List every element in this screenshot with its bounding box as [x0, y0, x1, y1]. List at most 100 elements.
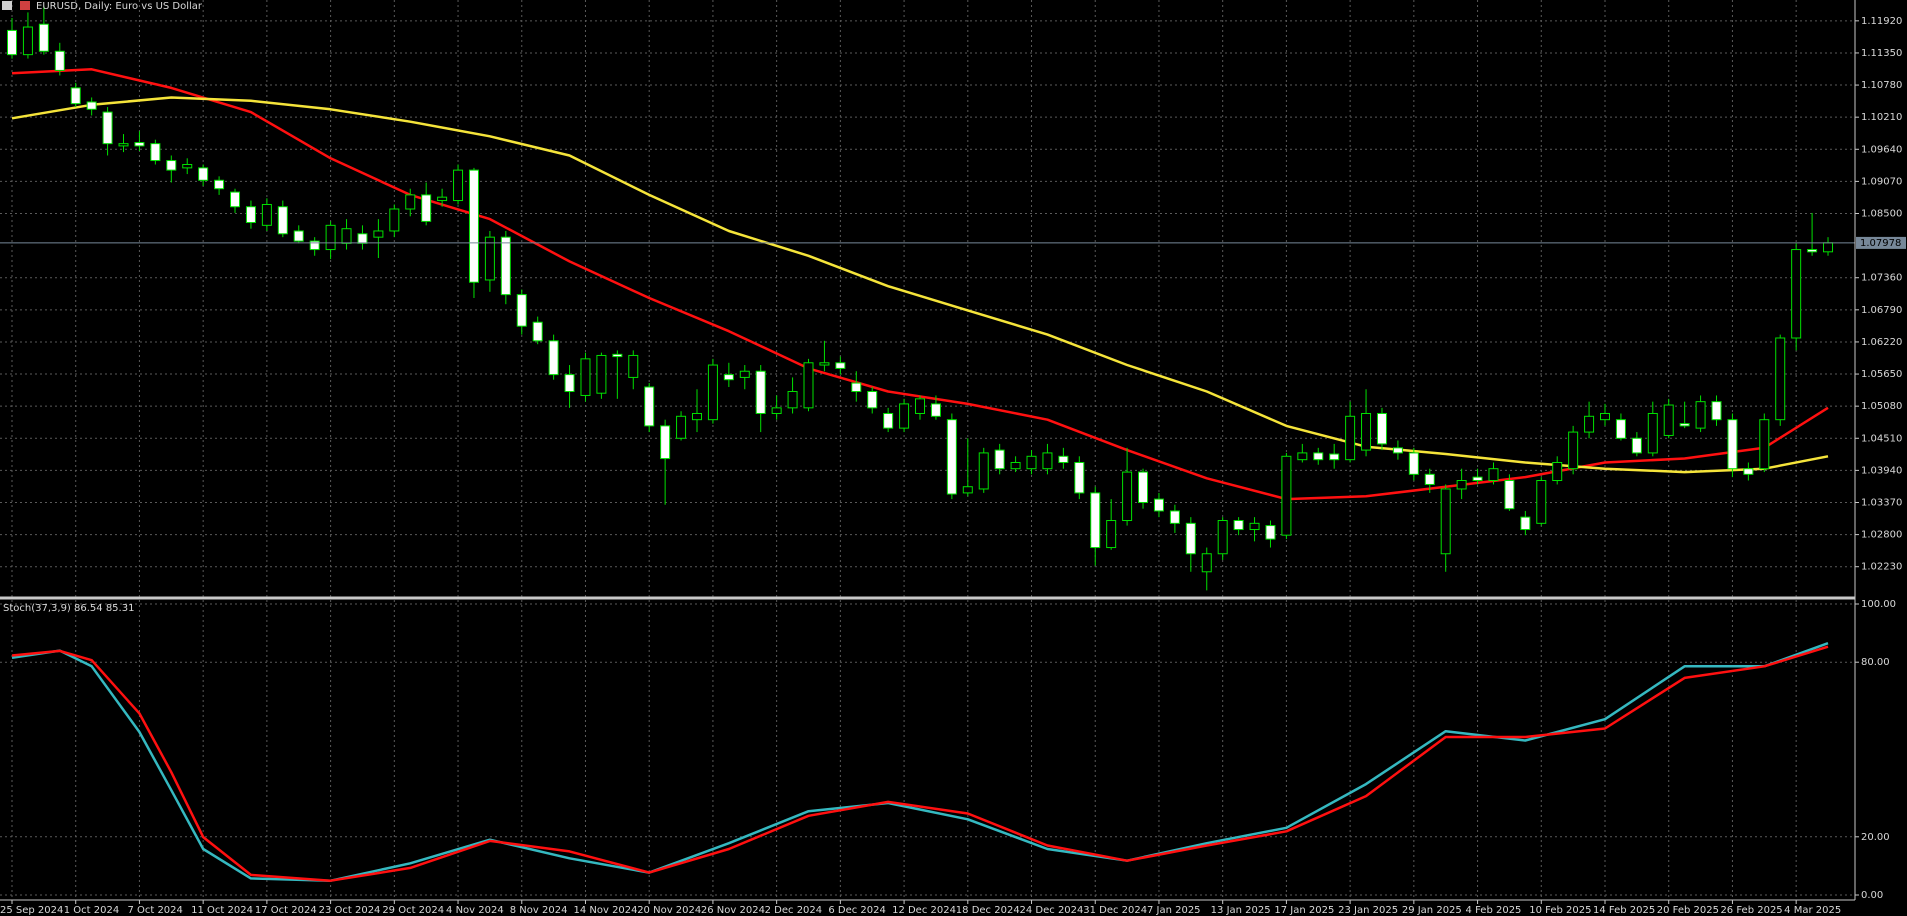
x-tick-label: 18 Dec 2024 — [956, 905, 1020, 916]
candle-body — [150, 143, 161, 162]
x-tick-label: 17 Oct 2024 — [255, 905, 317, 916]
candle-body — [1042, 452, 1053, 470]
x-tick-label: 25 Sep 2024 — [0, 905, 63, 916]
candle-body — [883, 412, 894, 429]
x-tick-label: 29 Oct 2024 — [382, 905, 444, 916]
candle-body — [1138, 471, 1149, 503]
candle-body — [54, 50, 65, 71]
candle-body — [1743, 468, 1754, 475]
candle-body — [532, 321, 543, 342]
candle-body — [1217, 520, 1228, 555]
candle-body — [1026, 455, 1037, 470]
y-tick-label: 1.05080 — [1861, 401, 1902, 412]
candle-body — [835, 362, 846, 369]
candle-body — [867, 391, 878, 409]
x-tick-label: 14 Nov 2024 — [573, 905, 637, 916]
candle-body — [421, 194, 432, 222]
candle-body — [1504, 480, 1515, 510]
indicator-title: Stoch(37,3,9) 86.54 85.31 — [3, 603, 134, 614]
candle-body — [739, 370, 750, 378]
candle-body — [755, 370, 766, 414]
candle-body — [182, 163, 193, 169]
candle-body — [1440, 488, 1451, 555]
candle-body — [644, 386, 655, 427]
candle-body — [1106, 520, 1117, 549]
y-tick-label: 1.02800 — [1861, 530, 1902, 541]
x-tick-label: 23 Jan 2025 — [1338, 905, 1398, 916]
candle-body — [70, 87, 81, 105]
x-tick-label: 23 Oct 2024 — [319, 905, 381, 916]
candle-body — [373, 230, 384, 238]
x-tick-label: 8 Nov 2024 — [510, 905, 568, 916]
candle-body — [1392, 447, 1403, 454]
chart-title: EURUSD, Daily: Euro vs US Dollar — [36, 1, 203, 12]
symbol-icon — [20, 1, 30, 10]
x-tick-label: 24 Dec 2024 — [1020, 905, 1084, 916]
candle-body — [405, 194, 416, 210]
candle-body — [1679, 423, 1690, 427]
y-tick-label: 1.11920 — [1861, 16, 1902, 27]
candle-body — [134, 142, 145, 147]
indicator-line — [11, 96, 1829, 474]
x-tick-label: 17 Jan 2025 — [1274, 905, 1334, 916]
candle-body — [22, 26, 33, 56]
symbol-icon — [2, 1, 12, 10]
candle-body — [899, 403, 910, 429]
x-tick-label: 7 Oct 2024 — [127, 905, 182, 916]
x-tick-label: 4 Mar 2025 — [1784, 905, 1841, 916]
indicator-line — [11, 645, 1829, 882]
candle-body — [1456, 480, 1467, 490]
candle-body — [1647, 412, 1658, 454]
candle-body — [1807, 249, 1818, 253]
y-tick-label: 1.11350 — [1861, 48, 1902, 59]
candle-body — [946, 419, 957, 495]
candle-body — [1329, 453, 1340, 461]
y-tick-label: 1.10780 — [1861, 80, 1902, 91]
candle-body — [1201, 553, 1212, 573]
indicator-line — [11, 68, 1829, 501]
candle-body — [851, 382, 862, 393]
x-tick-label: 10 Feb 2025 — [1529, 905, 1591, 916]
candle-body — [166, 160, 177, 171]
candle-body — [1361, 412, 1372, 451]
candle-body — [437, 196, 448, 202]
y-tick-label: 1.09640 — [1861, 144, 1902, 155]
candle-body — [676, 415, 687, 439]
candle-body — [819, 362, 830, 366]
candle-body — [1010, 461, 1021, 470]
x-tick-label: 11 Oct 2024 — [191, 905, 253, 916]
candle-body — [453, 169, 464, 202]
x-tick-label: 2 Dec 2024 — [765, 905, 823, 916]
candle-body — [102, 111, 113, 145]
candle-body — [1313, 452, 1324, 461]
candle-body — [1233, 520, 1244, 531]
candle-body — [500, 236, 511, 296]
candle-body — [994, 449, 1005, 470]
candle-body — [1281, 455, 1292, 536]
candle-body — [1520, 516, 1531, 531]
last-price-box — [1856, 236, 1906, 249]
y-tick-label: 20.00 — [1861, 832, 1890, 843]
candle-body — [596, 354, 607, 394]
candle-body — [230, 191, 241, 208]
y-tick-label: 1.09070 — [1861, 176, 1902, 187]
y-tick-label: 1.08500 — [1861, 209, 1902, 220]
candle-body — [612, 353, 623, 358]
x-tick-label: 4 Nov 2024 — [446, 905, 504, 916]
y-tick-label: 1.10210 — [1861, 112, 1902, 123]
x-tick-label: 31 Dec 2024 — [1083, 905, 1147, 916]
candle-body — [293, 230, 304, 242]
y-tick-label: 0.00 — [1861, 890, 1883, 901]
candle-body — [1488, 468, 1499, 482]
candle-body — [1584, 415, 1595, 433]
y-tick-label: 100.00 — [1861, 599, 1896, 610]
candle-body — [564, 374, 575, 393]
candle-body — [1711, 401, 1722, 421]
candle-body — [1775, 337, 1786, 421]
x-tick-label: 14 Feb 2025 — [1593, 905, 1655, 916]
candle-body — [1074, 461, 1085, 494]
y-tick-label: 80.00 — [1861, 657, 1890, 668]
candle-body — [628, 354, 639, 378]
candle-body — [787, 391, 798, 409]
candle-body — [86, 101, 97, 110]
